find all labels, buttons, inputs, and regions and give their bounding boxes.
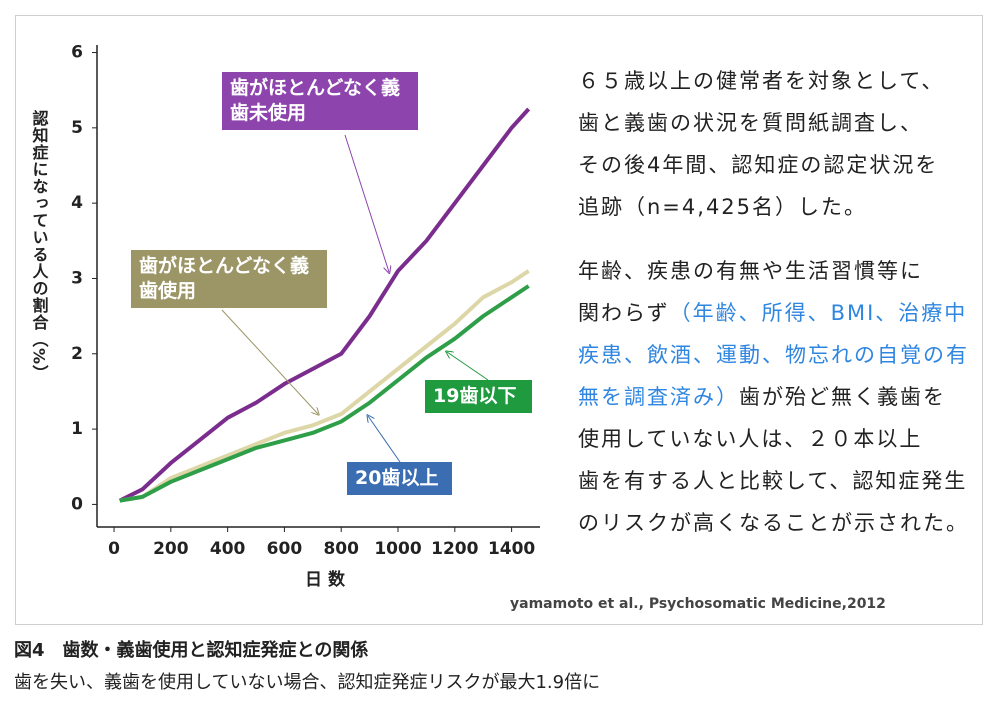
- text-segment: ６５歳以上の健常者を対象として、: [578, 69, 945, 93]
- y-tick-label: 4: [71, 193, 83, 213]
- x-tick-label: 0: [108, 539, 120, 559]
- text-line: 疾患、飲酒、運動、物忘れの自覚の有: [578, 334, 978, 376]
- x-tick-label: 600: [267, 539, 303, 559]
- text-line: 無を調査済み）歯が殆ど無く義歯を: [578, 376, 978, 418]
- text-segment: （年齢、所得、BMI、治療中: [669, 301, 968, 325]
- y-tick-label: 0: [71, 494, 83, 514]
- y-tick-label: 1: [71, 419, 83, 439]
- text-segment: 無を調査済み）: [578, 385, 739, 409]
- text-line: その後4年間、認知症の認定状況を: [578, 144, 978, 186]
- y-tick-label: 6: [71, 43, 83, 63]
- frame: [15, 15, 983, 625]
- caption-subtitle: 歯を失い、義歯を使用していない場合、認知症発症リスクが最大1.9倍に: [14, 672, 601, 693]
- text-segment: 追跡（n=4,425名）した。: [578, 195, 868, 219]
- source: yamamoto et al., Psychosomatic Medicine,…: [510, 596, 886, 612]
- caption-title: 図4 歯数・義歯使用と認知症発症との関係: [14, 640, 369, 661]
- text-segment: 関わらず: [578, 301, 670, 325]
- text-segment: 疾患、飲酒、運動、物忘れの自覚の有: [578, 343, 969, 367]
- text-segment: 歯と義歯の状況を質問紙調査し、: [578, 111, 923, 135]
- text-segment: 使用していない人は、２０本以上: [578, 427, 923, 451]
- x-tick-label: 1200: [431, 539, 478, 559]
- text-segment: 歯が殆ど無く義歯を: [739, 385, 946, 409]
- series-line: [118, 107, 531, 503]
- series-label: 19歯以下: [425, 380, 532, 413]
- text-segment: その後4年間、認知症の認定状況を: [578, 153, 939, 177]
- text-line: 追跡（n=4,425名）した。: [578, 186, 978, 228]
- x-tick-label: 200: [153, 539, 189, 559]
- series-line: [119, 284, 530, 503]
- y-tick-label: 2: [71, 344, 83, 364]
- label-arrow: [344, 134, 389, 272]
- text-segment: のリスクが高くなることが示された。: [578, 511, 969, 535]
- text-line: 歯を有する人と比較して、認知症発生: [578, 460, 978, 502]
- series-label: 歯がほとんどなく義歯使用: [131, 250, 327, 308]
- series-line: [119, 269, 530, 503]
- x-tick-label: 1400: [488, 539, 535, 559]
- text-segment: 年齢、疾患の有無や生活習慣等に: [578, 259, 923, 283]
- text-line: 年齢、疾患の有無や生活習慣等に: [578, 250, 978, 292]
- description: ６５歳以上の健常者を対象として、 歯と義歯の状況を質問紙調査し、 その後4年間、認知…: [578, 60, 978, 544]
- text-line: のリスクが高くなることが示された。: [578, 502, 978, 544]
- chart: 認知症になっている人の割合（%） 日 数 0 1 2 3 4 5 6 0 200 400 600 80…: [30, 43, 540, 590]
- x-tick-label: 400: [210, 539, 246, 559]
- label-arrow: [368, 416, 401, 463]
- label-arrow: [221, 309, 318, 414]
- text-line: 関わらず（年齢、所得、BMI、治療中: [578, 292, 978, 334]
- x-axis-title: 日 数: [305, 569, 346, 590]
- x-tick-label: 1000: [374, 539, 421, 559]
- text-segment: 歯を有する人と比較して、認知症発生: [578, 469, 968, 493]
- text-line: ６５歳以上の健常者を対象として、: [578, 60, 978, 102]
- y-tick-label: 5: [71, 118, 83, 138]
- y-tick-label: 3: [71, 268, 83, 288]
- annotation-label: 20歯以上: [347, 462, 452, 495]
- series-label: 歯がほとんどなく義歯未使用: [222, 72, 418, 130]
- text-line: 使用していない人は、２０本以上: [578, 418, 978, 460]
- label-arrow: [447, 352, 489, 381]
- y-axis-title: 認知症になっている人の割合（%）: [30, 109, 49, 382]
- text-line: 歯と義歯の状況を質問紙調査し、: [578, 102, 978, 144]
- x-tick-label: 800: [323, 539, 359, 559]
